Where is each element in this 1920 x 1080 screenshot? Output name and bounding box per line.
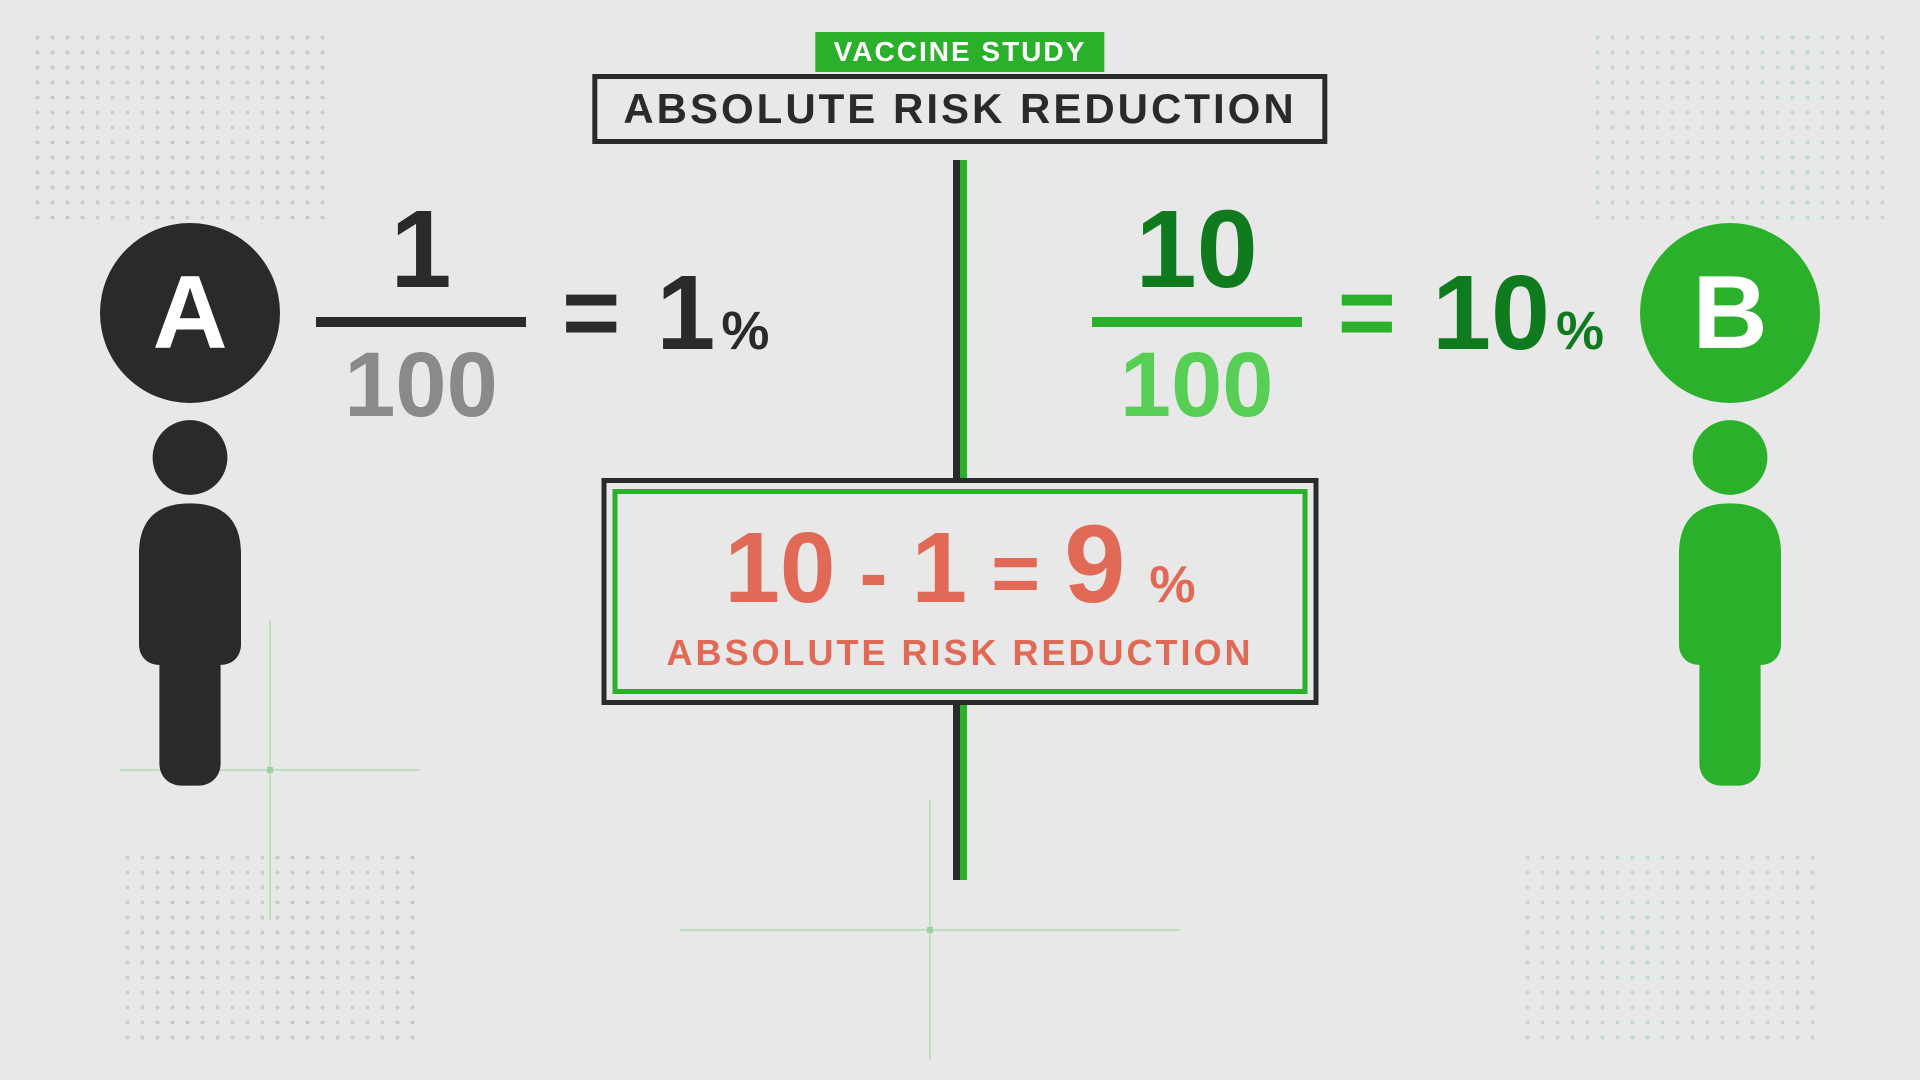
- crosshair-decor: [680, 800, 1180, 1060]
- group-a-badge: A: [100, 223, 280, 403]
- group-a-percent: 1 %: [656, 253, 769, 374]
- result-label: ABSOLUTE RISK REDUCTION: [666, 632, 1253, 674]
- result-lhs-b: 1: [912, 511, 968, 626]
- infographic-root: VACCINE STUDY ABSOLUTE RISK REDUCTION A …: [0, 0, 1920, 1080]
- group-a: A 1 100 = 1 %: [100, 195, 769, 431]
- group-b-fraction-bar: [1092, 317, 1302, 327]
- header: VACCINE STUDY ABSOLUTE RISK REDUCTION: [592, 32, 1327, 144]
- group-a-percent-value: 1: [656, 253, 715, 374]
- result-rhs-symbol: %: [1149, 555, 1195, 615]
- group-b-letter: B: [1692, 254, 1767, 373]
- group-b: 10 100 = 10 % B: [1092, 195, 1820, 431]
- group-b-badge: B: [1640, 223, 1820, 403]
- bg-dots-bottom-right: [1520, 850, 1820, 1050]
- group-b-fraction: 10 100: [1092, 195, 1302, 431]
- group-a-fraction-bar: [316, 317, 526, 327]
- group-a-numerator: 1: [390, 195, 451, 305]
- header-tag: VACCINE STUDY: [816, 32, 1105, 72]
- result-rhs-value: 9: [1064, 501, 1125, 628]
- group-b-percent-value: 10: [1432, 253, 1550, 374]
- result-equals: =: [991, 525, 1040, 622]
- group-b-numerator: 10: [1135, 195, 1257, 305]
- person-a-icon: [105, 415, 275, 789]
- result-formula: 10 - 1 = 9%: [666, 501, 1253, 628]
- group-a-fraction: 1 100: [316, 195, 526, 431]
- result-lhs-a: 10: [724, 511, 835, 626]
- group-a-percent-symbol: %: [721, 300, 769, 362]
- group-b-equals: =: [1338, 256, 1396, 371]
- group-b-percent: 10 %: [1432, 253, 1604, 374]
- result-minus: -: [860, 525, 888, 622]
- group-a-denominator: 100: [344, 339, 498, 431]
- person-b-icon: [1645, 415, 1815, 789]
- result-box: 10 - 1 = 9% ABSOLUTE RISK REDUCTION: [601, 478, 1318, 705]
- bg-dots-bottom-left: [120, 850, 420, 1050]
- group-b-percent-symbol: %: [1556, 300, 1604, 362]
- group-a-equals: =: [562, 256, 620, 371]
- group-b-denominator: 100: [1120, 339, 1274, 431]
- header-title: ABSOLUTE RISK REDUCTION: [592, 74, 1327, 144]
- group-a-letter: A: [152, 254, 227, 373]
